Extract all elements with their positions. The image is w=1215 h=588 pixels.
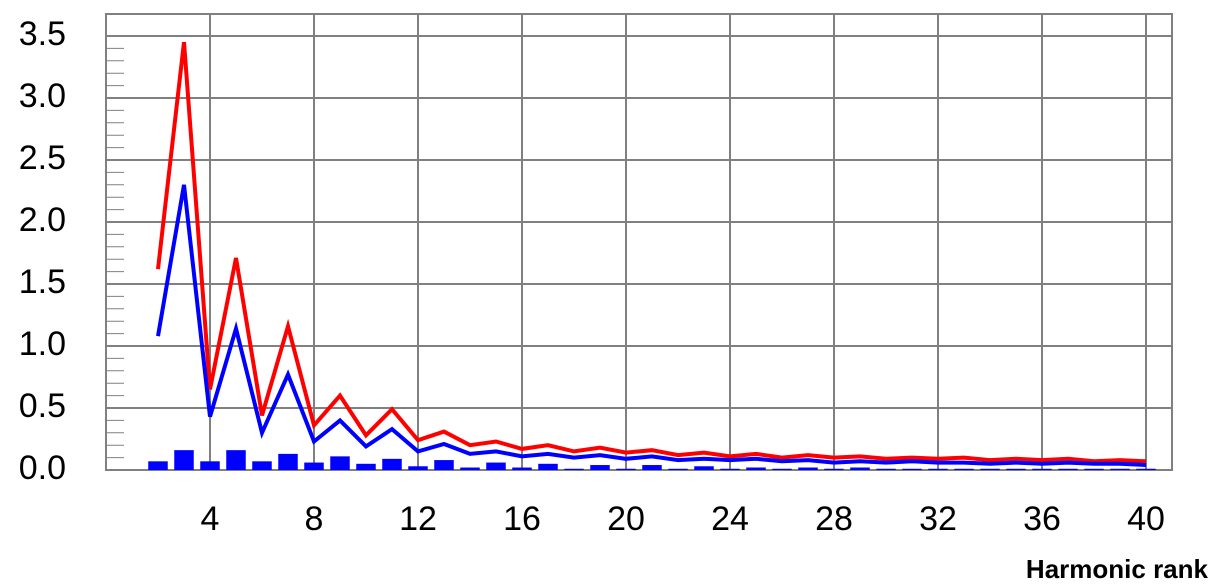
x-tick-label: 8 [305, 500, 324, 538]
bar-rank-8 [304, 462, 324, 470]
bar-rank-29 [850, 467, 870, 470]
line-series [156, 41, 1147, 467]
bar-rank-40 [1136, 468, 1156, 470]
x-tick-label: 20 [607, 500, 645, 538]
series-line-2 [156, 184, 1147, 467]
x-tick-label: 32 [919, 500, 957, 538]
bar-rank-17 [538, 463, 558, 470]
bar-rank-37 [1058, 468, 1078, 470]
bar-rank-39 [1110, 468, 1130, 470]
bar-rank-30 [876, 468, 896, 470]
y-minor-ticks [106, 35, 124, 471]
bar-rank-24 [720, 468, 740, 470]
series-line-1 [156, 41, 1147, 464]
bar-rank-32 [928, 468, 948, 470]
bar-rank-11 [382, 458, 402, 470]
x-tick-label: 24 [711, 500, 749, 538]
bar-rank-10 [356, 463, 376, 470]
bar-rank-9 [330, 456, 350, 470]
x-tick-labels: 4 8 12 16 20 24 28 32 36 40 [201, 500, 1165, 538]
y-tick-label: 2.0 [19, 201, 66, 239]
grid [105, 13, 1173, 471]
bar-rank-16 [512, 467, 532, 470]
bar-rank-13 [434, 460, 454, 470]
y-tick-label: 3.5 [19, 15, 66, 53]
bar-rank-35 [1006, 468, 1026, 470]
bar-rank-36 [1032, 468, 1052, 470]
bar-rank-34 [980, 468, 1000, 470]
x-tick-label: 4 [201, 500, 220, 538]
bar-rank-4 [200, 461, 220, 470]
x-tick-label: 28 [815, 500, 853, 538]
bar-rank-14 [460, 467, 480, 470]
x-tick-label: 16 [503, 500, 541, 538]
bar-rank-15 [486, 462, 506, 470]
x-tick-label: 12 [399, 500, 437, 538]
x-axis-label: Harmonic rank [1026, 554, 1209, 584]
bar-rank-26 [772, 468, 792, 470]
y-tick-label: 1.5 [19, 263, 66, 301]
bar-rank-18 [564, 468, 584, 470]
bar-rank-2 [148, 461, 168, 470]
y-tick-label: 0.0 [19, 449, 66, 487]
y-tick-label: 2.5 [19, 139, 66, 177]
bar-rank-3 [174, 450, 194, 470]
bar-rank-22 [668, 468, 688, 470]
bar-rank-5 [226, 450, 246, 470]
bar-rank-38 [1084, 468, 1104, 470]
y-tick-label: 3.0 [19, 77, 66, 115]
y-tick-label: 1.0 [19, 325, 66, 363]
bar-series [148, 450, 1156, 470]
bar-rank-23 [694, 466, 714, 470]
y-tick-label: 0.5 [19, 387, 66, 425]
bar-rank-20 [616, 468, 636, 470]
bar-rank-33 [954, 468, 974, 470]
bar-rank-25 [746, 467, 766, 470]
bar-rank-31 [902, 468, 922, 470]
bar-rank-28 [824, 468, 844, 470]
bar-rank-6 [252, 461, 272, 470]
bar-rank-27 [798, 467, 818, 470]
y-tick-labels: 0.0 0.5 1.0 1.5 2.0 2.5 3.0 3.5 [19, 15, 66, 487]
bar-rank-12 [408, 466, 428, 470]
x-tick-label: 40 [1127, 500, 1165, 538]
bar-rank-19 [590, 465, 610, 470]
bar-rank-7 [278, 453, 298, 470]
x-tick-label: 36 [1023, 500, 1061, 538]
bar-rank-21 [642, 465, 662, 470]
